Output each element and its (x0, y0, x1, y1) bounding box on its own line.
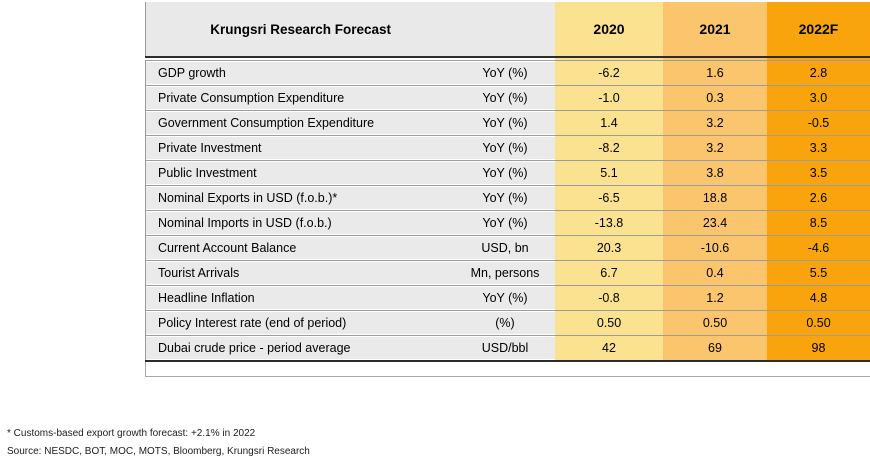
value-2022f: 0.50 (806, 316, 831, 330)
value-2020: 42 (602, 341, 616, 355)
indicator-label: Public Investment (145, 161, 455, 185)
table-footer-strip (145, 362, 870, 377)
table-row: Policy Interest rate (end of period) (%)… (145, 310, 870, 335)
indicator-label: Private Investment (145, 136, 455, 160)
table-row: Current Account Balance USD, bn 20.3 -10… (145, 235, 870, 260)
value-2020: 0.50 (596, 316, 622, 330)
value-2020: 20.3 (596, 241, 622, 255)
indicator-unit: YoY (%) (455, 111, 555, 135)
table-row: Dubai crude price - period average USD/b… (145, 335, 870, 360)
value-2022f: 5.5 (809, 266, 828, 280)
value-2021: 3.2 (706, 116, 724, 130)
table-row: Public Investment YoY (%) 5.1 3.8 3.5 (145, 160, 870, 185)
column-header-2021: 2021 (699, 21, 731, 37)
value-2022f: 2.6 (809, 191, 828, 205)
value-2020: 6.7 (600, 266, 618, 280)
indicator-label: Nominal Exports in USD (f.o.b.)* (145, 186, 455, 210)
value-2022f: 98 (811, 341, 826, 355)
table-body: GDP growth YoY (%) -6.2 1.6 2.8 Private … (145, 60, 870, 360)
value-2020: -6.5 (598, 191, 620, 205)
value-2021: 3.2 (706, 141, 724, 155)
column-band-2022f (767, 2, 870, 360)
indicator-label: Tourist Arrivals (145, 261, 455, 285)
table-title: Krungsri Research Forecast (210, 21, 392, 37)
value-2022f: 3.5 (809, 166, 828, 180)
indicator-unit: YoY (%) (455, 186, 555, 210)
indicator-label: Headline Inflation (145, 286, 455, 310)
indicator-unit: Mn, persons (455, 261, 555, 285)
table-row: Nominal Exports in USD (f.o.b.)* YoY (%)… (145, 185, 870, 210)
value-2020: -6.2 (598, 66, 620, 80)
footnote-source: Source: NESDC, BOT, MOC, MOTS, Bloomberg… (7, 446, 310, 457)
header-label-area: Krungsri Research Forecast (145, 2, 555, 56)
indicator-unit: YoY (%) (455, 61, 555, 85)
forecast-table: Krungsri Research Forecast 2020 2021 202… (145, 2, 870, 377)
value-2021: 18.8 (702, 191, 728, 205)
value-2022f: 4.8 (809, 291, 828, 305)
value-2020: -8.2 (598, 141, 620, 155)
indicator-label: Current Account Balance (145, 236, 455, 260)
table-row: Tourist Arrivals Mn, persons 6.7 0.4 5.5 (145, 260, 870, 285)
value-2021: -10.6 (700, 241, 730, 255)
value-2020: 5.1 (600, 166, 618, 180)
indicator-label: GDP growth (145, 61, 455, 85)
value-2022f: 8.5 (809, 216, 828, 230)
value-2021: 23.4 (702, 216, 728, 230)
value-2022f: 2.8 (809, 66, 828, 80)
table-bottom-divider (145, 360, 870, 362)
table-row: Private Consumption Expenditure YoY (%) … (145, 85, 870, 110)
footnote-asterisk: * Customs-based export growth forecast: … (7, 428, 256, 439)
indicator-label: Government Consumption Expenditure (145, 111, 455, 135)
indicator-unit: YoY (%) (455, 86, 555, 110)
indicator-label: Nominal Imports in USD (f.o.b.) (145, 211, 455, 235)
indicator-unit: YoY (%) (455, 136, 555, 160)
table-row: Government Consumption Expenditure YoY (… (145, 110, 870, 135)
column-band-2021 (663, 2, 767, 360)
table-row: Nominal Imports in USD (f.o.b.) YoY (%) … (145, 210, 870, 235)
indicator-label: Dubai crude price - period average (145, 336, 455, 360)
value-2022f: 3.0 (809, 91, 828, 105)
value-2021: 0.50 (702, 316, 728, 330)
column-band-2020 (555, 2, 663, 360)
value-2022f: 3.3 (809, 141, 828, 155)
value-2020: -13.8 (594, 216, 624, 230)
value-2021: 0.4 (706, 266, 724, 280)
value-2021: 0.3 (706, 91, 724, 105)
value-2020: 1.4 (600, 116, 618, 130)
value-2021: 3.8 (706, 166, 724, 180)
indicator-unit: USD/bbl (455, 336, 555, 360)
table-row: GDP growth YoY (%) -6.2 1.6 2.8 (145, 60, 870, 85)
indicator-label: Private Consumption Expenditure (145, 86, 455, 110)
value-2021: 69 (708, 341, 722, 355)
footnotes: * Customs-based export growth forecast: … (7, 425, 310, 461)
value-2022f: -4.6 (807, 241, 830, 255)
indicator-unit: YoY (%) (455, 286, 555, 310)
header-divider (145, 56, 870, 58)
column-header-2020: 2020 (593, 21, 625, 37)
value-2021: 1.6 (706, 66, 724, 80)
indicator-label: Policy Interest rate (end of period) (145, 311, 455, 335)
value-2021: 1.2 (706, 291, 724, 305)
value-2020: -0.8 (598, 291, 620, 305)
indicator-unit: (%) (455, 311, 555, 335)
table-row: Private Investment YoY (%) -8.2 3.2 3.3 (145, 135, 870, 160)
column-header-2022f: 2022F (798, 21, 839, 37)
year-column-bands (555, 2, 870, 360)
indicator-unit: YoY (%) (455, 211, 555, 235)
value-2020: -1.0 (598, 91, 620, 105)
table-row: Headline Inflation YoY (%) -0.8 1.2 4.8 (145, 285, 870, 310)
value-2022f: -0.5 (807, 116, 830, 130)
table-header: Krungsri Research Forecast 2020 2021 202… (145, 2, 870, 56)
indicator-unit: USD, bn (455, 236, 555, 260)
indicator-unit: YoY (%) (455, 161, 555, 185)
